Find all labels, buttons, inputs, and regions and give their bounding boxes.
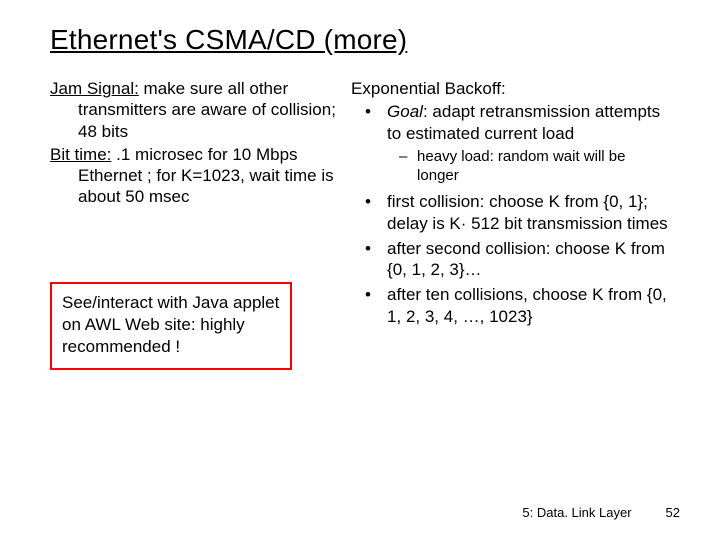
first-collision-bullet: • first collision: choose K from {0, 1};… [365,191,670,234]
footer-section: 5: Data. Link Layer [522,505,631,520]
bit-time-label: Bit time: [50,145,111,164]
backoff-heading: Exponential Backoff: [351,78,670,99]
left-column: Jam Signal: make sure all other transmit… [50,78,341,370]
second-collision-text: after second collision: choose K from {0… [387,238,670,281]
bullet-dot-icon: • [365,284,387,327]
ten-collisions-text: after ten collisions, choose K from {0, … [387,284,670,327]
slide-footer: 5: Data. Link Layer 52 [522,505,680,520]
jam-signal-def: Jam Signal: make sure all other transmit… [50,78,341,142]
bit-time-def: Bit time: .1 microsec for 10 Mbps Ethern… [50,144,341,208]
jam-signal-label: Jam Signal: [50,79,139,98]
two-column-body: Jam Signal: make sure all other transmit… [50,78,670,370]
slide: Ethernet's CSMA/CD (more) Jam Signal: ma… [0,0,720,540]
bullet-dot-icon: • [365,238,387,281]
ten-collisions-bullet: • after ten collisions, choose K from {0… [365,284,670,327]
second-collision-bullet: • after second collision: choose K from … [365,238,670,281]
first-collision-text: first collision: choose K from {0, 1}; d… [387,191,670,234]
goal-label: Goal [387,102,423,121]
heavy-load-text: heavy load: random wait will be longer [417,148,670,186]
applet-callout-text: See/interact with Java applet on AWL Web… [62,293,279,356]
goal-bullet: • Goal: adapt retransmission attempts to… [365,101,670,144]
dash-icon: – [399,148,417,186]
applet-callout: See/interact with Java applet on AWL Web… [50,282,292,370]
slide-title: Ethernet's CSMA/CD (more) [50,24,670,56]
bullet-dot-icon: • [365,191,387,234]
footer-page-number: 52 [666,505,680,520]
bullet-dot-icon: • [365,101,387,144]
heavy-load-subbullet: – heavy load: random wait will be longer [399,148,670,186]
bit-time-text: .1 microsec for 10 Mbps Ethernet ; for K… [78,145,334,207]
goal-text: Goal: adapt retransmission attempts to e… [387,101,670,144]
goal-rest: : adapt retransmission attempts to estim… [387,102,660,142]
right-column: Exponential Backoff: • Goal: adapt retra… [351,78,670,370]
